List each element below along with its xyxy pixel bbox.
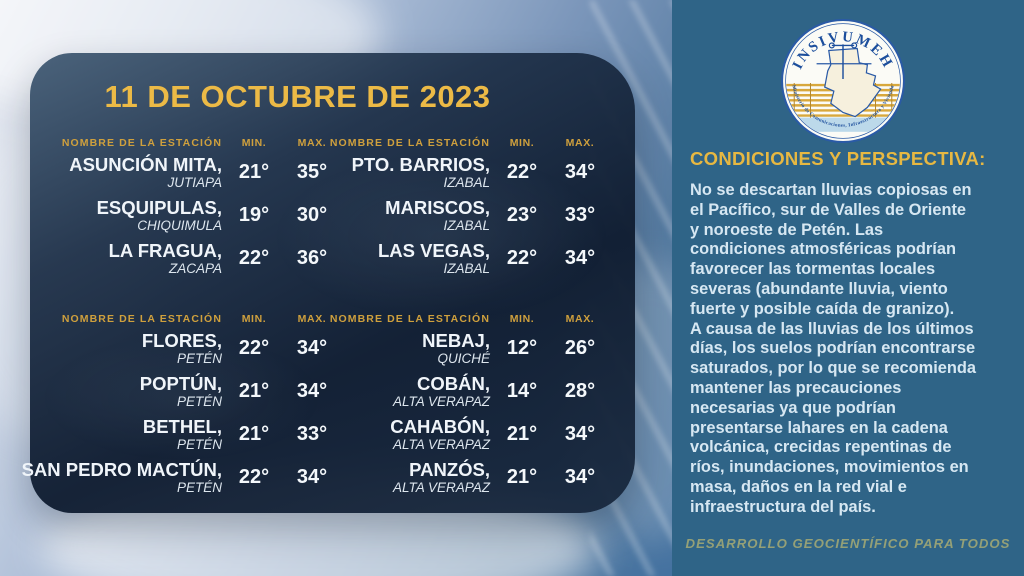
station-name: ASUNCIÓN MITA, bbox=[69, 153, 222, 175]
max-temp: 34° bbox=[296, 337, 328, 359]
header-min: MIN. bbox=[241, 137, 267, 149]
station-table-block1-col1: NOMBRE DE LA ESTACIÓN MIN. MAX. ASUNCIÓN… bbox=[54, 131, 344, 280]
max-temp: 34° bbox=[296, 380, 328, 402]
station-name: LAS VEGAS, bbox=[377, 239, 490, 261]
header-min: MIN. bbox=[509, 137, 535, 149]
station-department: PETÉN bbox=[176, 393, 222, 409]
max-temp: 34° bbox=[564, 161, 596, 183]
max-temp: 34° bbox=[296, 466, 328, 488]
station-table-block1-col2: NOMBRE DE LA ESTACIÓN MIN. MAX. PTO. BAR… bbox=[322, 131, 612, 280]
station-department: PETÉN bbox=[176, 350, 222, 366]
header-max: MAX. bbox=[297, 313, 327, 325]
header-max: MAX. bbox=[565, 137, 595, 149]
station-department: IZABAL bbox=[443, 174, 490, 190]
station-name: ESQUIPULAS, bbox=[96, 196, 222, 218]
min-temp: 23° bbox=[506, 204, 538, 226]
min-temp: 21° bbox=[238, 423, 270, 445]
table-row: NEBAJ, QUICHÉ 12° 26° bbox=[322, 327, 612, 370]
min-temp: 12° bbox=[506, 337, 538, 359]
station-department: PETÉN bbox=[176, 436, 222, 452]
table-row: LAS VEGAS, IZABAL 22° 34° bbox=[322, 237, 612, 280]
header-min: MIN. bbox=[241, 313, 267, 325]
conditions-heading: CONDICIONES Y PERSPECTIVA: bbox=[690, 148, 986, 169]
header-min: MIN. bbox=[509, 313, 535, 325]
conditions-panel: INSIVUMEH Ministerio de Comunicaciones, … bbox=[672, 0, 1024, 576]
max-temp: 34° bbox=[564, 247, 596, 269]
station-department: PETÉN bbox=[176, 479, 222, 495]
min-temp: 22° bbox=[238, 337, 270, 359]
header-station-name: NOMBRE DE LA ESTACIÓN bbox=[329, 137, 490, 149]
min-temp: 21° bbox=[238, 380, 270, 402]
station-table-block2-col1: NOMBRE DE LA ESTACIÓN MIN. MAX. FLORES, … bbox=[22, 307, 344, 499]
min-temp: 19° bbox=[238, 204, 270, 226]
header-max: MAX. bbox=[565, 313, 595, 325]
max-temp: 34° bbox=[564, 466, 596, 488]
table-row: SAN PEDRO MACTÚN, PETÉN 22° 34° bbox=[22, 456, 344, 499]
table-row: MARISCOS, IZABAL 23° 33° bbox=[322, 194, 612, 237]
station-name: COBÁN, bbox=[417, 372, 490, 394]
min-temp: 21° bbox=[506, 466, 538, 488]
header-max: MAX. bbox=[297, 137, 327, 149]
table-header: NOMBRE DE LA ESTACIÓN MIN. MAX. bbox=[322, 307, 612, 325]
table-row: COBÁN, ALTA VERAPAZ 14° 28° bbox=[322, 370, 612, 413]
station-name: NEBAJ, bbox=[422, 329, 490, 351]
station-name: FLORES, bbox=[141, 329, 222, 351]
table-header: NOMBRE DE LA ESTACIÓN MIN. MAX. bbox=[54, 131, 344, 149]
max-temp: 26° bbox=[564, 337, 596, 359]
min-temp: 14° bbox=[506, 380, 538, 402]
logo-artwork bbox=[786, 42, 900, 132]
table-row: BETHEL, PETÉN 21° 33° bbox=[54, 413, 344, 456]
min-temp: 22° bbox=[238, 466, 270, 488]
header-station-name: NOMBRE DE LA ESTACIÓN bbox=[61, 137, 222, 149]
max-temp: 30° bbox=[296, 204, 328, 226]
min-temp: 22° bbox=[506, 247, 538, 269]
table-row: CAHABÓN, ALTA VERAPAZ 21° 34° bbox=[322, 413, 612, 456]
station-department: ALTA VERAPAZ bbox=[392, 393, 490, 409]
header-station-name: NOMBRE DE LA ESTACIÓN bbox=[61, 313, 222, 325]
date-title: 11 DE OCTUBRE DE 2023 bbox=[104, 79, 491, 114]
station-department: JUTIAPA bbox=[167, 174, 222, 190]
min-temp: 21° bbox=[238, 161, 270, 183]
table-row: PTO. BARRIOS, IZABAL 22° 34° bbox=[322, 151, 612, 194]
station-name: LA FRAGUA, bbox=[108, 239, 222, 261]
table-row: LA FRAGUA, ZACAPA 22° 36° bbox=[54, 237, 344, 280]
max-temp: 33° bbox=[296, 423, 328, 445]
table-row: FLORES, PETÉN 22° 34° bbox=[54, 327, 344, 370]
table-header: NOMBRE DE LA ESTACIÓN MIN. MAX. bbox=[322, 131, 612, 149]
station-department: IZABAL bbox=[443, 217, 490, 233]
station-name: CAHABÓN, bbox=[390, 415, 490, 437]
station-table-block2-col2: NOMBRE DE LA ESTACIÓN MIN. MAX. NEBAJ, Q… bbox=[322, 307, 612, 499]
table-row: ASUNCIÓN MITA, JUTIAPA 21° 35° bbox=[54, 151, 344, 194]
table-row: POPTÚN, PETÉN 21° 34° bbox=[54, 370, 344, 413]
max-temp: 33° bbox=[564, 204, 596, 226]
min-temp: 22° bbox=[238, 247, 270, 269]
station-department: QUICHÉ bbox=[437, 350, 490, 366]
station-department: ALTA VERAPAZ bbox=[392, 436, 490, 452]
max-temp: 36° bbox=[296, 247, 328, 269]
header-station-name: NOMBRE DE LA ESTACIÓN bbox=[329, 313, 490, 325]
max-temp: 35° bbox=[296, 161, 328, 183]
station-name: PANZÓS, bbox=[409, 458, 490, 480]
min-temp: 22° bbox=[506, 161, 538, 183]
station-name: PTO. BARRIOS, bbox=[351, 153, 490, 175]
station-department: IZABAL bbox=[443, 260, 490, 276]
station-name: SAN PEDRO MACTÚN, bbox=[21, 458, 222, 480]
conditions-body: No se descartan lluvias copiosas en el P… bbox=[690, 181, 977, 516]
min-temp: 21° bbox=[506, 423, 538, 445]
table-row: PANZÓS, ALTA VERAPAZ 21° 34° bbox=[322, 456, 612, 499]
station-department: CHIQUIMULA bbox=[137, 217, 222, 233]
max-temp: 28° bbox=[564, 380, 596, 402]
footer-slogan: DESARROLLO GEOCIENTÍFICO PARA TODOS bbox=[685, 536, 1011, 551]
max-temp: 34° bbox=[564, 423, 596, 445]
station-department: ALTA VERAPAZ bbox=[392, 479, 490, 495]
insivumeh-logo: INSIVUMEH Ministerio de Comunicaciones, … bbox=[781, 19, 905, 143]
table-row: ESQUIPULAS, CHIQUIMULA 19° 30° bbox=[54, 194, 344, 237]
station-name: POPTÚN, bbox=[139, 372, 222, 394]
station-name: MARISCOS, bbox=[385, 196, 490, 218]
forecast-panel: 11 DE OCTUBRE DE 2023 NOMBRE DE LA ESTAC… bbox=[22, 53, 635, 513]
station-name: BETHEL, bbox=[142, 415, 222, 437]
table-header: NOMBRE DE LA ESTACIÓN MIN. MAX. bbox=[54, 307, 344, 325]
station-department: ZACAPA bbox=[168, 260, 222, 276]
